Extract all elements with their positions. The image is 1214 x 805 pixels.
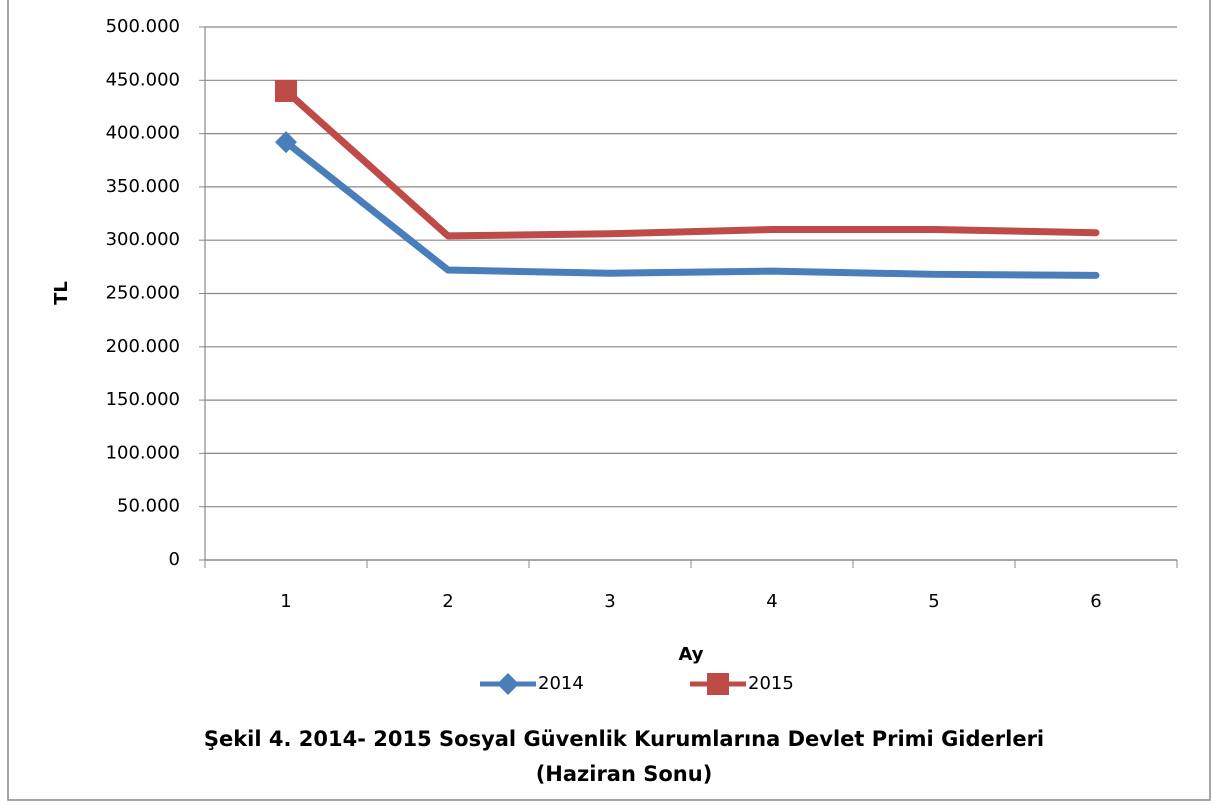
x-tick-label: 4 <box>766 591 777 612</box>
legend-label: 2014 <box>538 673 584 694</box>
y-tick-label: 200.000 <box>106 336 180 357</box>
x-tick-label: 2 <box>442 591 453 612</box>
x-tick-label: 6 <box>1090 591 1101 612</box>
chart-border <box>7 0 1211 801</box>
y-tick-label: 150.000 <box>106 389 180 410</box>
series-line <box>282 138 1100 279</box>
series-line <box>282 87 1100 240</box>
y-tick-label: 0 <box>169 549 180 570</box>
x-axis-title: Ay <box>678 644 703 665</box>
y-tick-label: 300.000 <box>106 229 180 250</box>
y-tick-label: 500.000 <box>106 16 180 37</box>
marker <box>497 673 519 695</box>
marker <box>275 131 297 154</box>
y-tick-label: 450.000 <box>106 69 180 90</box>
x-tick-label: 3 <box>604 591 615 612</box>
marker <box>275 79 297 102</box>
caption-line-2: (Haziran Sonu) <box>536 762 713 786</box>
y-tick-label: 400.000 <box>106 123 180 144</box>
marker <box>707 673 729 695</box>
caption: Şekil 4. 2014- 2015 Sosyal Güvenlik Kuru… <box>204 727 1044 751</box>
y-tick-label: 350.000 <box>106 176 180 197</box>
x-tick-label: 5 <box>928 591 939 612</box>
y-tick-label: 50.000 <box>117 496 180 517</box>
y-tick-label: 100.000 <box>106 442 180 463</box>
y-axis-title: TL <box>51 281 72 305</box>
legend-label: 2015 <box>748 673 794 694</box>
x-tick-label: 1 <box>280 591 291 612</box>
y-tick-label: 250.000 <box>106 283 180 304</box>
